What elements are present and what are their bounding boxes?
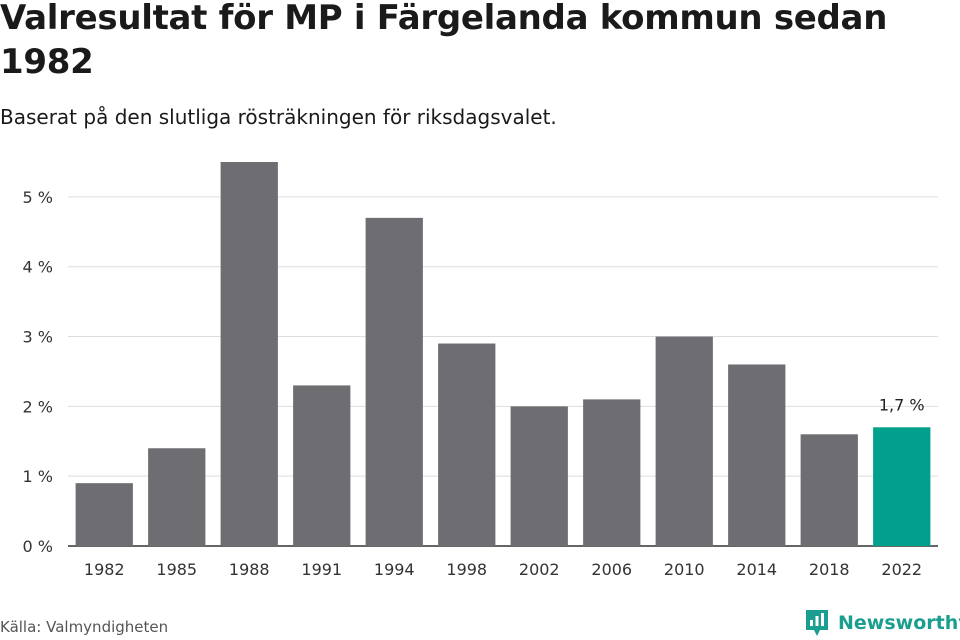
- bar-1994: [365, 217, 423, 546]
- data-labels: 1,7 %: [879, 395, 925, 414]
- newsworthy-logo-icon: [806, 610, 828, 636]
- x-tick-label: 1998: [446, 560, 487, 579]
- x-tick-label: 2018: [809, 560, 850, 579]
- y-tick-label: 1 %: [23, 467, 53, 486]
- source-note: Källa: Valmyndigheten: [0, 618, 169, 636]
- x-tick-label: 2014: [736, 560, 777, 579]
- bar-2010: [655, 336, 713, 546]
- x-tick-label: 2006: [591, 560, 632, 579]
- bar-2022: [873, 427, 931, 546]
- y-axis-ticks: 0 % 1 % 2 % 3 % 4 % 5 %: [23, 188, 53, 556]
- x-tick-label: 1994: [374, 560, 415, 579]
- bar-1982: [75, 483, 133, 546]
- bar-1998: [438, 343, 496, 546]
- y-tick-label: 2 %: [23, 397, 53, 416]
- y-tick-label: 5 %: [23, 188, 53, 207]
- bar-2014: [728, 364, 786, 546]
- x-tick-label: 1985: [156, 560, 197, 579]
- data-label: 1,7 %: [879, 395, 925, 414]
- y-tick-label: 3 %: [23, 328, 53, 347]
- bar-2006: [583, 399, 641, 546]
- bar-1988: [220, 162, 278, 546]
- y-tick-label: 4 %: [23, 258, 53, 277]
- x-axis-ticks: 1982 1985 1988 1991 1994 1998 2002 2006 2010 2014…: [84, 560, 922, 579]
- x-tick-label: 2002: [519, 560, 560, 579]
- bar-1991: [293, 385, 351, 546]
- bars: [75, 162, 931, 546]
- x-tick-label: 2022: [881, 560, 922, 579]
- x-tick-label: 1988: [229, 560, 270, 579]
- x-tick-label: 2010: [664, 560, 705, 579]
- chart-title: Valresultat för MP i Färgelanda kommun s…: [0, 0, 888, 82]
- bar-1985: [148, 448, 206, 546]
- x-tick-label: 1982: [84, 560, 125, 579]
- grid-lines: [68, 196, 938, 547]
- brand-name: Newsworthy: [838, 612, 960, 634]
- chart-subtitle: Baserat på den slutliga rösträkningen fö…: [0, 105, 557, 129]
- bar-chart: 0 %1 %2 %3 %4 %5 % 1982 1985 1988 1991 1994 1…: [23, 162, 938, 579]
- bar-2018: [800, 434, 858, 546]
- brand-logo: Newsworthy: [804, 608, 960, 638]
- y-tick-label: 0 %: [23, 537, 53, 556]
- bar-2002: [510, 406, 568, 546]
- x-tick-label: 1991: [301, 560, 342, 579]
